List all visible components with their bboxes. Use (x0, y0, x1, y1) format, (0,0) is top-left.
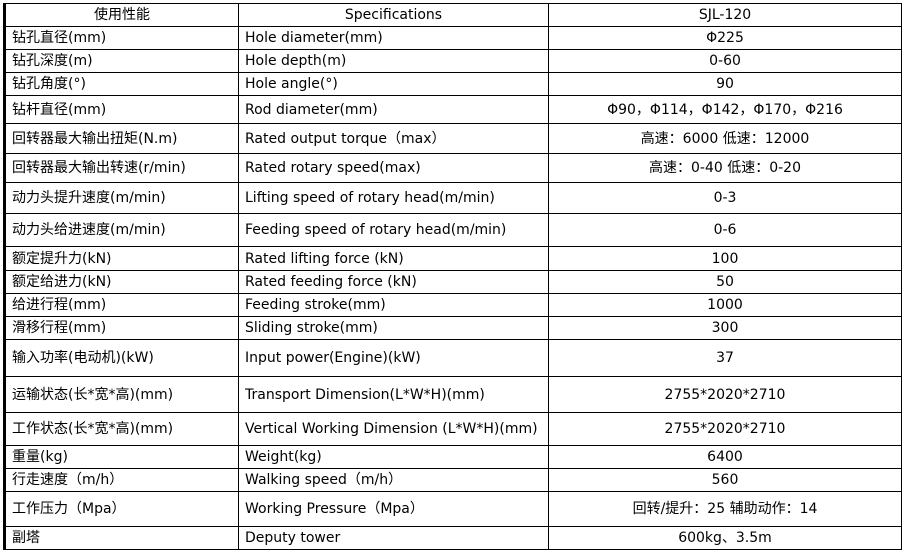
cell-specification: Weight(kg) (238, 445, 549, 469)
cell-specification: Transport Dimension(L*W*H)(mm) (238, 376, 549, 413)
cell-specification: Input power(Engine)(kW) (238, 339, 549, 377)
cell-chinese-name: 副塔 (4, 526, 239, 550)
cell-chinese-name: 钻杆直径(mm) (4, 95, 239, 124)
cell-value: 6400 (548, 445, 902, 469)
cell-specification: Rod diameter(mm) (238, 95, 549, 124)
cell-chinese-name: 输入功率(电动机)(kW) (4, 339, 239, 377)
cell-value: 0-6 (548, 213, 902, 247)
header-specifications: Specifications (238, 3, 549, 27)
cell-chinese-name: 动力头提升速度(m/min) (4, 182, 239, 214)
cell-value: Φ90，Φ114，Φ142，Φ170，Φ216 (548, 95, 902, 124)
table-row: 额定提升力(kN) Rated lifting force (kN) 100 (4, 246, 902, 271)
cell-value: 37 (548, 339, 902, 377)
cell-specification: Sliding stroke(mm) (238, 316, 549, 340)
table-row: 重量(kg) Weight(kg) 6400 (4, 445, 902, 469)
cell-value: 300 (548, 316, 902, 340)
cell-chinese-name: 动力头给进速度(m/min) (4, 213, 239, 247)
cell-chinese-name: 额定给进力(kN) (4, 270, 239, 294)
table-row: 行走速度（m/h） Walking speed（m/h） 560 (4, 468, 902, 492)
cell-chinese-name: 给进行程(mm) (4, 293, 239, 317)
table-row: 钻杆直径(mm) Rod diameter(mm) Φ90，Φ114，Φ142，Φ1… (4, 95, 902, 124)
cell-chinese-name: 钻孔角度(°) (4, 72, 239, 96)
cell-chinese-name: 回转器最大输出转速(r/min) (4, 153, 239, 183)
table-row: 钻孔直径(mm) Hole diameter(mm) Φ225 (4, 26, 902, 50)
cell-value: 0-60 (548, 49, 902, 73)
cell-value: 100 (548, 246, 902, 271)
table-row: 回转器最大输出转速(r/min) Rated rotary speed(max) 高… (4, 153, 902, 183)
cell-specification: Rated feeding force (kN) (238, 270, 549, 294)
cell-specification: Hole depth(m) (238, 49, 549, 73)
table-row: 给进行程(mm) Feeding stroke(mm) 1000 (4, 293, 902, 317)
table-row: 工作状态(长*宽*高)(mm) Vertical Working Dimensio… (4, 412, 902, 446)
spec-table: 使用性能 Specifications SJL-120 钻孔直径(mm) Hole… (3, 3, 902, 550)
table-row: 额定给进力(kN) Rated feeding force (kN) 50 (4, 270, 902, 294)
table-row: 动力头提升速度(m/min) Lifting speed of rotary he… (4, 182, 902, 214)
cell-specification: Rated lifting force (kN) (238, 246, 549, 271)
cell-chinese-name: 工作状态(长*宽*高)(mm) (4, 412, 239, 446)
cell-specification: Rated rotary speed(max) (238, 153, 549, 183)
cell-chinese-name: 重量(kg) (4, 445, 239, 469)
cell-specification: Hole diameter(mm) (238, 26, 549, 50)
cell-specification: Rated output torque（max） (238, 123, 549, 154)
cell-value: 50 (548, 270, 902, 294)
cell-chinese-name: 滑移行程(mm) (4, 316, 239, 340)
table-row: 工作压力（Mpa） Working Pressure（Mpa） 回转/提升：25 辅… (4, 491, 902, 527)
cell-value: 回转/提升：25 辅助动作：14 (548, 491, 902, 527)
table-row: 回转器最大输出扭矩(N.m) Rated output torque（max） 高速… (4, 123, 902, 154)
cell-specification: Walking speed（m/h） (238, 468, 549, 492)
cell-chinese-name: 钻孔深度(m) (4, 49, 239, 73)
cell-chinese-name: 额定提升力(kN) (4, 246, 239, 271)
cell-specification: Feeding stroke(mm) (238, 293, 549, 317)
cell-value: 高速：6000 低速：12000 (548, 123, 902, 154)
table-row: 钻孔角度(°) Hole angle(°) 90 (4, 72, 902, 96)
cell-value: 90 (548, 72, 902, 96)
cell-value: 600kg、3.5m (548, 526, 902, 550)
cell-value: 560 (548, 468, 902, 492)
header-model: SJL-120 (548, 3, 902, 27)
cell-value: 高速：0-40 低速：0-20 (548, 153, 902, 183)
cell-specification: Feeding speed of rotary head(m/min) (238, 213, 549, 247)
cell-chinese-name: 回转器最大输出扭矩(N.m) (4, 123, 239, 154)
cell-chinese-name: 运输状态(长*宽*高)(mm) (4, 376, 239, 413)
table-row: 副塔 Deputy tower 600kg、3.5m (4, 526, 902, 550)
cell-chinese-name: 行走速度（m/h） (4, 468, 239, 492)
cell-chinese-name: 钻孔直径(mm) (4, 26, 239, 50)
table-row: 滑移行程(mm) Sliding stroke(mm) 300 (4, 316, 902, 340)
cell-value: Φ225 (548, 26, 902, 50)
table-row: 输入功率(电动机)(kW) Input power(Engine)(kW) 37 (4, 339, 902, 377)
cell-specification: Hole angle(°) (238, 72, 549, 96)
cell-value: 1000 (548, 293, 902, 317)
cell-value: 2755*2020*2710 (548, 376, 902, 413)
cell-value: 0-3 (548, 182, 902, 214)
cell-specification: Lifting speed of rotary head(m/min) (238, 182, 549, 214)
cell-value: 2755*2020*2710 (548, 412, 902, 446)
table-row: 钻孔深度(m) Hole depth(m) 0-60 (4, 49, 902, 73)
table-row: 运输状态(长*宽*高)(mm) Transport Dimension(L*W*H… (4, 376, 902, 413)
header-row: 使用性能 Specifications SJL-120 (4, 3, 902, 27)
cell-chinese-name: 工作压力（Mpa） (4, 491, 239, 527)
cell-specification: Vertical Working Dimension (L*W*H)(mm) (238, 412, 549, 446)
header-cn: 使用性能 (4, 3, 239, 27)
cell-specification: Working Pressure（Mpa） (238, 491, 549, 527)
table-row: 动力头给进速度(m/min) Feeding speed of rotary he… (4, 213, 902, 247)
cell-specification: Deputy tower (238, 526, 549, 550)
